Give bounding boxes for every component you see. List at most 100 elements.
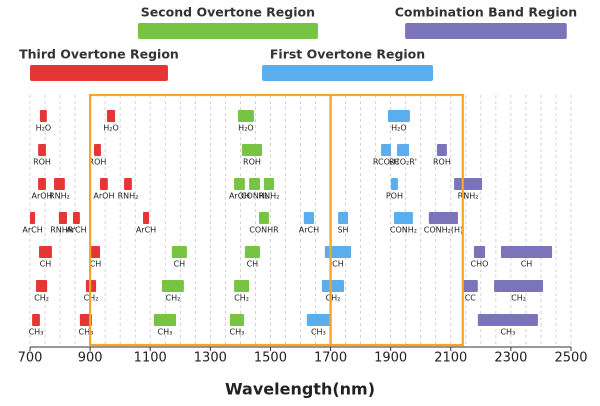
band [249, 178, 260, 190]
band [324, 246, 351, 258]
band [396, 144, 410, 156]
band [58, 212, 67, 224]
x-tick-label: 2300 [494, 351, 527, 366]
band-label: CH₂ [511, 294, 526, 303]
band-label: CONH₂ [390, 226, 417, 235]
band [171, 246, 187, 258]
band-label: CH₃ [29, 328, 44, 337]
band-label: ArCH [22, 226, 42, 235]
region-label: Third Overtone Region [19, 47, 179, 62]
band [454, 178, 483, 190]
band-label: CH [174, 260, 186, 269]
x-tick-label: 1100 [134, 351, 167, 366]
band-label: RCO₂R' [389, 158, 417, 167]
band [259, 212, 269, 224]
band [124, 178, 132, 190]
band-label: RNHR' [50, 226, 75, 235]
band [234, 280, 250, 292]
band-label: CH₂ [34, 294, 49, 303]
band [79, 314, 92, 326]
band [100, 178, 108, 190]
band-label: H₂O [36, 124, 52, 133]
band-label: CH [40, 260, 52, 269]
band-label: CH₃ [311, 328, 326, 337]
band-label: H₂O [238, 124, 254, 133]
band-label: RNH₂ [259, 192, 280, 201]
band [500, 246, 553, 258]
band-label: POH [386, 192, 403, 201]
band-label: CC [465, 294, 477, 303]
highlight-box [329, 93, 464, 347]
band-label: H₂O [103, 124, 119, 133]
band-label: RNH₂ [49, 192, 70, 201]
region-bar [405, 23, 567, 39]
band-label: ArOH [31, 192, 52, 201]
band [303, 212, 315, 224]
band [32, 314, 40, 326]
band-label: RCO₂H [373, 158, 399, 167]
band [494, 280, 544, 292]
band [477, 314, 538, 326]
band [237, 110, 254, 122]
x-tick-label: 1900 [374, 351, 407, 366]
band-label: ArCH [299, 226, 319, 235]
band [229, 314, 244, 326]
band-label: RNH₂ [118, 192, 139, 201]
x-tick-label: 1500 [254, 351, 287, 366]
band-label: CH₃ [230, 328, 245, 337]
x-axis-title: Wavelength(nm) [225, 380, 375, 399]
band-label: CH₃ [78, 328, 93, 337]
band-label: ArOH [93, 192, 114, 201]
band [393, 212, 413, 224]
x-tick-label: 2100 [434, 351, 467, 366]
band [462, 280, 478, 292]
band-label: CHO [471, 260, 489, 269]
band-label: ROH [89, 158, 107, 167]
band [381, 144, 391, 156]
band [54, 178, 65, 190]
band [143, 212, 150, 224]
band [244, 246, 260, 258]
band-label: CH [332, 260, 344, 269]
band [321, 280, 345, 292]
band-label: CH₂ [234, 294, 249, 303]
band [38, 178, 46, 190]
band [39, 110, 47, 122]
band-label: ArOH [229, 192, 250, 201]
band [436, 144, 447, 156]
band-label: ROH [433, 158, 451, 167]
band [106, 110, 116, 122]
x-tick-label: 2500 [554, 351, 587, 366]
band [30, 212, 36, 224]
x-tick-label: 700 [18, 351, 43, 366]
band [72, 212, 80, 224]
region-bar [262, 65, 434, 81]
band [39, 246, 52, 258]
band-label: CH [247, 260, 259, 269]
band [390, 178, 398, 190]
band [36, 280, 48, 292]
band-label: CONH₂(H) [424, 226, 463, 235]
band [161, 280, 184, 292]
band [306, 314, 330, 326]
band-label: CH [521, 260, 533, 269]
region-label: Second Overtone Region [141, 5, 315, 20]
band [94, 144, 101, 156]
band-label: CONHR [249, 226, 279, 235]
band-label: ArCH [66, 226, 86, 235]
band-label: H₂O [391, 124, 407, 133]
band [153, 314, 177, 326]
x-tick-label: 900 [78, 351, 103, 366]
band-label: RNH₂ [458, 192, 479, 201]
band [263, 178, 275, 190]
band [428, 212, 458, 224]
band-label: CONH₂ [241, 192, 268, 201]
band-label: CH [90, 260, 102, 269]
band-label: CH₂ [166, 294, 181, 303]
band [234, 178, 245, 190]
band [38, 144, 46, 156]
band [387, 110, 410, 122]
band [473, 246, 486, 258]
band-label: ROH [33, 158, 51, 167]
